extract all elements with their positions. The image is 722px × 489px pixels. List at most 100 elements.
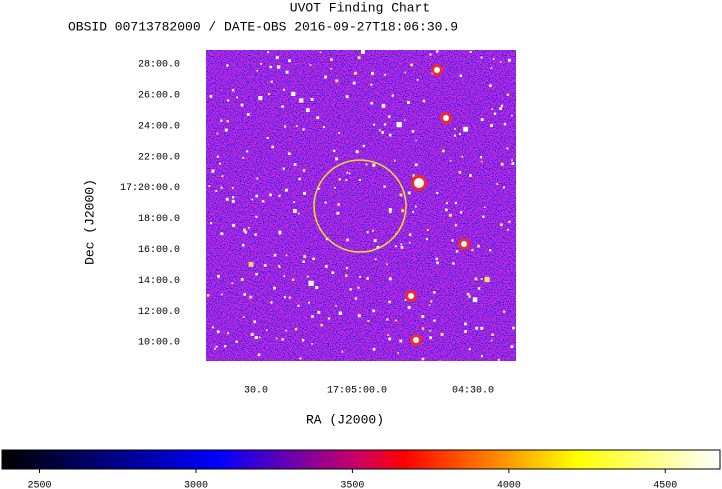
- star: [294, 327, 298, 331]
- star: [251, 198, 254, 201]
- x-axis-label: RA (J2000): [306, 412, 384, 427]
- star: [472, 297, 478, 302]
- bright-star: [408, 293, 414, 299]
- star: [388, 208, 392, 212]
- star: [448, 213, 452, 217]
- star: [435, 50, 439, 53]
- star: [359, 275, 361, 278]
- star: [231, 282, 234, 284]
- star: [297, 304, 300, 307]
- star: [240, 103, 244, 107]
- star: [255, 272, 258, 276]
- star: [468, 295, 471, 298]
- star: [267, 51, 270, 54]
- star: [218, 162, 221, 165]
- star: [224, 128, 228, 132]
- star: [433, 291, 436, 294]
- star: [266, 136, 269, 139]
- star: [324, 265, 328, 268]
- star: [416, 78, 419, 81]
- star: [211, 326, 214, 329]
- x-tick-label: 30.0: [244, 386, 268, 397]
- star: [372, 163, 376, 167]
- star: [372, 347, 376, 351]
- star: [283, 275, 286, 277]
- star: [297, 212, 300, 215]
- star: [440, 333, 444, 336]
- star: [372, 229, 375, 232]
- bright-star: [413, 337, 419, 343]
- star: [302, 128, 305, 131]
- star: [459, 74, 463, 78]
- star: [429, 329, 432, 332]
- x-tick-label: 04:30.0: [452, 386, 494, 397]
- star: [305, 108, 310, 112]
- star: [270, 301, 273, 304]
- y-tick-label: 12:00.0: [138, 307, 180, 318]
- star: [428, 304, 431, 307]
- star: [481, 160, 483, 163]
- star: [394, 319, 397, 322]
- star: [255, 194, 259, 198]
- star: [496, 183, 499, 185]
- star: [243, 293, 247, 296]
- star: [220, 186, 223, 189]
- star: [226, 120, 229, 123]
- star: [436, 191, 439, 194]
- star: [482, 215, 485, 218]
- star: [406, 101, 410, 104]
- star: [322, 126, 325, 129]
- star: [226, 99, 230, 102]
- star: [421, 327, 425, 330]
- star: [464, 330, 467, 333]
- star: [335, 79, 339, 83]
- star: [433, 319, 436, 322]
- star: [278, 230, 282, 234]
- star: [215, 345, 218, 348]
- star: [240, 277, 244, 281]
- star: [408, 233, 412, 236]
- star: [206, 294, 210, 297]
- star: [254, 233, 257, 236]
- star: [507, 228, 510, 231]
- star: [308, 280, 314, 286]
- star: [381, 131, 385, 134]
- star: [430, 300, 433, 303]
- star: [383, 185, 386, 188]
- colorbar-tick-label: 4500: [653, 481, 677, 489]
- star: [276, 65, 281, 69]
- star: [337, 203, 340, 206]
- star: [242, 316, 245, 318]
- star: [490, 339, 493, 342]
- star: [499, 107, 502, 111]
- sky-noise: [206, 50, 516, 361]
- star: [466, 292, 470, 296]
- star: [302, 169, 306, 172]
- star: [335, 157, 339, 161]
- star: [341, 350, 344, 353]
- star: [370, 71, 374, 75]
- star: [311, 343, 313, 345]
- star: [407, 305, 411, 309]
- star: [484, 276, 490, 283]
- star: [483, 206, 486, 209]
- star: [216, 330, 220, 334]
- star: [502, 310, 506, 313]
- star: [275, 56, 279, 60]
- star: [278, 194, 281, 197]
- star: [331, 271, 335, 275]
- star: [316, 116, 320, 120]
- star: [352, 81, 356, 85]
- star: [378, 129, 381, 132]
- star: [213, 347, 216, 350]
- star: [284, 188, 288, 192]
- star: [256, 177, 259, 180]
- star: [330, 58, 333, 61]
- bright-star: [461, 241, 467, 247]
- star: [357, 56, 361, 60]
- star: [215, 190, 218, 192]
- stars: [206, 50, 515, 361]
- star: [319, 51, 322, 54]
- star: [293, 201, 296, 204]
- star: [477, 287, 481, 290]
